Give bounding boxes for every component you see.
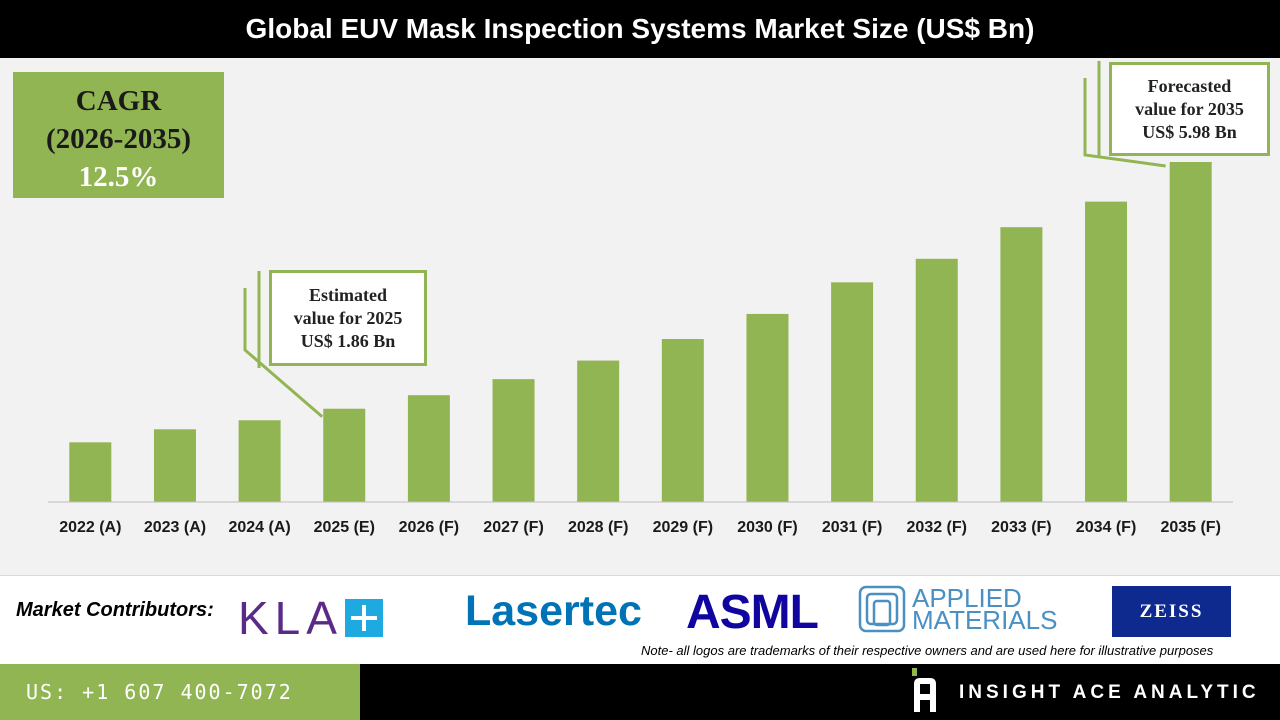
forecasted-callout-line2: value for 2035 bbox=[1135, 98, 1244, 119]
x-tick-label-7: 2029 (F) bbox=[653, 519, 713, 536]
estimated-callout-line1: Estimated bbox=[309, 284, 387, 305]
bar-10 bbox=[915, 258, 958, 502]
estimated-callout-line3: US$ 1.86 Bn bbox=[300, 330, 396, 351]
cagr-label: CAGR bbox=[75, 85, 162, 117]
x-tick-label-6: 2028 (F) bbox=[568, 519, 628, 536]
bar-2 bbox=[238, 420, 281, 502]
footer-brand-bar bbox=[360, 664, 1280, 720]
x-tick-label-11: 2033 (F) bbox=[991, 519, 1051, 536]
bar-8 bbox=[746, 313, 789, 502]
trademark-note: Note- all logos are trademarks of their … bbox=[641, 643, 1214, 658]
kla-logo-text: KLA bbox=[238, 592, 343, 644]
bar-chart: 2022 (A) 2023 (A) 2024 (A) 2025 (E) 2026 (F)… bbox=[48, 61, 1233, 536]
cagr-period: (2026-2035) bbox=[46, 123, 191, 155]
bar-12 bbox=[1085, 201, 1128, 502]
x-tick-label-8: 2030 (F) bbox=[737, 519, 797, 536]
bar-0 bbox=[69, 442, 112, 502]
estimated-callout: Estimated value for 2025 US$ 1.86 Bn bbox=[269, 270, 427, 366]
forecasted-leader-line bbox=[1083, 78, 1166, 168]
chart-panel: 2022 (A) 2023 (A) 2024 (A) 2025 (E) 2026 (F)… bbox=[0, 58, 1280, 576]
footer-phone: US: +1 607 400-7072 bbox=[26, 680, 293, 704]
x-tick-label-4: 2026 (F) bbox=[399, 519, 459, 536]
bar-9 bbox=[831, 282, 874, 502]
bar-13 bbox=[1169, 162, 1212, 502]
cagr-box: CAGR (2026-2035) 12.5% bbox=[13, 72, 224, 198]
x-tick-label-5: 2027 (F) bbox=[483, 519, 543, 536]
x-tick-label-12: 2034 (F) bbox=[1076, 519, 1136, 536]
forecasted-callout-line3: US$ 5.98 Bn bbox=[1142, 121, 1237, 142]
forecasted-callout-line1: Forecasted bbox=[1147, 75, 1232, 96]
bar-7 bbox=[661, 339, 704, 502]
estimated-callout-line2: value for 2025 bbox=[293, 307, 403, 328]
forecasted-callout: Forecasted value for 2035 US$ 5.98 Bn bbox=[1109, 62, 1270, 156]
applied-materials-line2: MATERIALS bbox=[912, 605, 1058, 635]
bar-4 bbox=[407, 395, 450, 502]
x-tick-label-2: 2024 (A) bbox=[228, 519, 290, 536]
estimated-leader-line bbox=[243, 288, 324, 418]
x-tick-label-1: 2023 (A) bbox=[144, 519, 206, 536]
market-contributors-bar: Market Contributors: KLA Lasertec ASML A… bbox=[0, 577, 1280, 664]
applied-materials-logo: APPLIED MATERIALS bbox=[858, 585, 1057, 633]
bar-1 bbox=[153, 429, 196, 502]
x-tick-label-0: 2022 (A) bbox=[59, 519, 121, 536]
plus-icon bbox=[344, 599, 383, 637]
zeiss-logo-text: ZEISS bbox=[1139, 600, 1204, 622]
kla-logo: KLA bbox=[238, 591, 383, 645]
applied-materials-icon bbox=[858, 585, 906, 633]
x-tick-label-3: 2025 (E) bbox=[314, 519, 375, 536]
asml-logo: ASML bbox=[686, 586, 819, 639]
footer-phone-bar: US: +1 607 400-7072 bbox=[0, 664, 360, 720]
x-tick-label-10: 2032 (F) bbox=[907, 519, 967, 536]
bar-11 bbox=[1000, 227, 1043, 502]
applied-materials-line1: APPLIED bbox=[912, 583, 1022, 613]
zeiss-logo: ZEISS bbox=[1112, 586, 1231, 637]
bar-6 bbox=[577, 360, 620, 502]
footer-brand: INSIGHT ACE ANALYTIC bbox=[959, 682, 1260, 703]
bar-5 bbox=[492, 379, 535, 502]
x-tick-label-9: 2031 (F) bbox=[822, 519, 882, 536]
x-tick-label-13: 2035 (F) bbox=[1160, 519, 1220, 536]
lasertec-logo: Lasertec bbox=[465, 587, 642, 635]
chart-title: Global EUV Mask Inspection Systems Marke… bbox=[245, 13, 1035, 44]
bar-3 bbox=[323, 408, 366, 502]
insight-ace-logo-icon bbox=[912, 668, 936, 712]
chart-title-bar: Global EUV Mask Inspection Systems Marke… bbox=[0, 0, 1280, 58]
cagr-value: 12.5% bbox=[78, 161, 159, 193]
market-contributors-label: Market Contributors: bbox=[16, 599, 214, 621]
